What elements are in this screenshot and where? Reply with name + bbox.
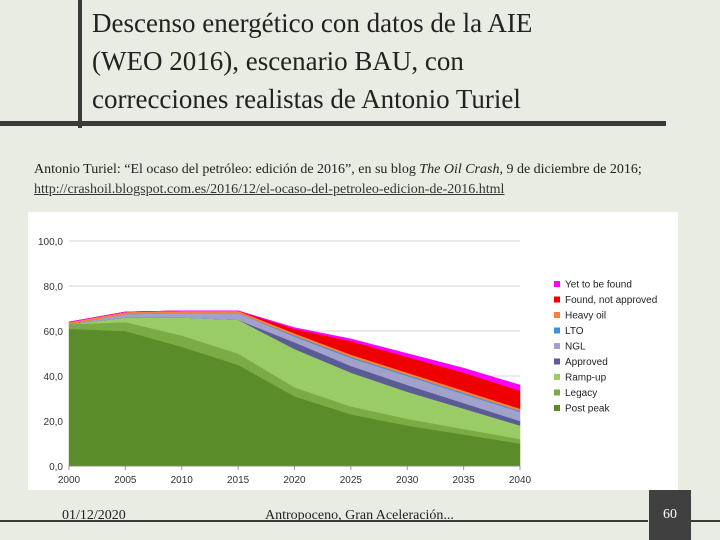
- legend-label-ngl: NGL: [565, 342, 586, 353]
- legend-label-legacy: Legacy: [565, 388, 597, 399]
- x-tick-label: 2030: [396, 475, 419, 486]
- x-tick-label: 2000: [58, 475, 81, 486]
- legend-label-found-not-approved: Found, not approved: [565, 295, 657, 306]
- y-tick-label: 100,0: [38, 237, 63, 248]
- footer-rule-left: [0, 520, 648, 522]
- legend-label-ramp-up: Ramp-up: [565, 373, 607, 384]
- legend-swatch-lto: [554, 327, 560, 334]
- x-tick-label: 2015: [227, 475, 250, 486]
- x-tick-label: 2040: [509, 475, 532, 486]
- x-tick-label: 2010: [171, 475, 194, 486]
- legend-swatch-ngl: [554, 343, 560, 349]
- title-line-3: correcciones realistas de Antonio Turiel: [92, 84, 521, 114]
- citation-link[interactable]: http://crashoil.blogspot.com.es/2016/12/…: [34, 182, 505, 197]
- title-vertical-rule: [78, 0, 82, 128]
- x-tick-label: 2020: [283, 475, 306, 486]
- title-line-1: Descenso energético con datos de la AIE: [92, 8, 533, 38]
- footer-date: 01/12/2020: [62, 508, 126, 523]
- legend-swatch-found-not-approved: [554, 296, 560, 303]
- footer-center-text: Antropoceno, Gran Aceleración...: [265, 508, 454, 523]
- citation-date: 9 de diciembre de 2016;: [502, 162, 642, 177]
- legend-swatch-heavy-oil: [554, 312, 560, 318]
- title-line-2: (WEO 2016), escenario BAU, con: [92, 46, 464, 76]
- legend-swatch-post-peak: [554, 405, 560, 411]
- legend-label-approved: Approved: [565, 357, 608, 368]
- citation-author: Antonio Turiel: “El ocaso del petróleo: …: [34, 162, 420, 177]
- citation: Antonio Turiel: “El ocaso del petróleo: …: [34, 160, 694, 200]
- y-tick-label: 20,0: [44, 417, 64, 428]
- legend-swatch-approved: [554, 358, 560, 365]
- area-chart: 0,0 20,0 40,0 60,0 80,0 100,0 2000 2005 2010 2015…: [38, 237, 657, 486]
- title-horizontal-rule: [0, 121, 666, 126]
- x-tick-label: 2035: [453, 475, 476, 486]
- x-tick-label: 2025: [340, 475, 363, 486]
- legend-swatch-yet-to-be-found: [554, 281, 560, 287]
- legend-swatch-legacy: [554, 389, 560, 396]
- legend-label-lto: LTO: [565, 326, 584, 337]
- page-number-text: 60: [663, 507, 677, 522]
- y-tick-label: 0,0: [49, 462, 63, 473]
- y-tick-label: 60,0: [44, 327, 64, 338]
- page-number: 60: [649, 490, 691, 540]
- y-tick-label: 80,0: [44, 282, 64, 293]
- legend-label-yet-to-be-found: Yet to be found: [565, 280, 632, 291]
- footer-rule-right: [691, 520, 720, 522]
- legend-label-post-peak: Post peak: [565, 404, 610, 415]
- x-tick-label: 2005: [114, 475, 137, 486]
- legend-label-heavy-oil: Heavy oil: [565, 311, 606, 322]
- citation-blog-name: The Oil Crash,: [419, 162, 503, 177]
- slide-title: Descenso energético con datos de la AIE …: [92, 4, 692, 118]
- area-series-yet-to-be-found: [68, 310, 521, 391]
- legend-swatch-ramp-up: [554, 374, 560, 380]
- chart-panel: 0,0 20,0 40,0 60,0 80,0 100,0 2000 2005 2010 2015…: [28, 212, 678, 490]
- y-tick-label: 40,0: [44, 372, 64, 383]
